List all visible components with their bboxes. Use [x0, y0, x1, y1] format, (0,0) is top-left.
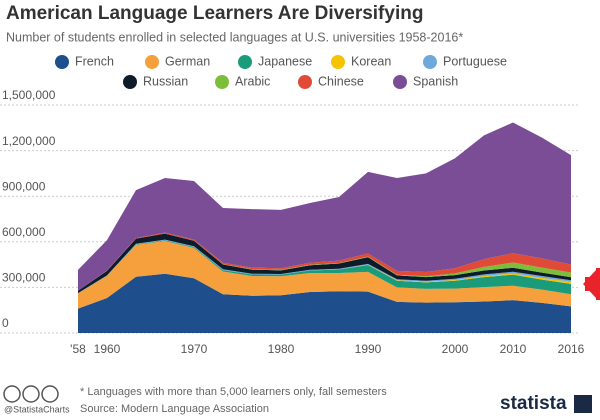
legend-swatch — [215, 75, 229, 89]
y-tick-label: 0 — [2, 316, 9, 330]
brand: statista — [500, 393, 567, 414]
area — [78, 122, 571, 291]
legend-label: Spanish — [413, 74, 458, 88]
x-tick-label: 1980 — [268, 342, 295, 356]
y-tick-label: 300,000 — [2, 271, 46, 285]
area — [78, 233, 571, 294]
x-tick-label: 1970 — [181, 342, 208, 356]
x-tick-label: 2016 — [558, 342, 585, 356]
y-tick-label: 900,000 — [2, 179, 46, 193]
area — [78, 239, 571, 294]
y-tick-label: 600,000 — [2, 225, 46, 239]
brand-icon — [574, 395, 592, 413]
legend-swatch — [123, 75, 137, 89]
area — [78, 241, 571, 309]
x-tick-label: 1960 — [94, 342, 121, 356]
legend-label: Japanese — [258, 54, 312, 68]
legend-label: Russian — [143, 74, 188, 88]
legend: French German Japanese Korean Portuguese Russ… — [55, 54, 507, 89]
chart-title: American Language Learners Are Diversify… — [6, 3, 423, 24]
license-icons — [3, 385, 59, 403]
legend-label: French — [75, 54, 114, 68]
legend-swatch — [331, 55, 345, 69]
legend-swatch — [238, 55, 252, 69]
x-tick-label: 2010 — [500, 342, 527, 356]
credit: @StatistaCharts — [4, 404, 70, 414]
x-tick-label: '58 — [70, 342, 86, 356]
legend-swatch — [145, 55, 159, 69]
pointer-arrow-head — [583, 270, 596, 298]
y-tick-label: 1,200,000 — [2, 134, 56, 148]
y-tick-label: 1,500,000 — [2, 88, 56, 102]
x-tick-label: 1990 — [355, 342, 382, 356]
source: Source: Modern Language Association — [80, 403, 269, 415]
note: * Languages with more than 5,000 learner… — [80, 386, 387, 398]
chart-subtitle: Number of students enrolled in selected … — [6, 30, 463, 44]
x-tick-label: 2000 — [442, 342, 469, 356]
legend-swatch — [423, 55, 437, 69]
legend-label: Portuguese — [443, 54, 507, 68]
legend-label: Chinese — [318, 74, 364, 88]
legend-swatch — [298, 75, 312, 89]
legend-swatch — [55, 55, 69, 69]
legend-swatch — [393, 75, 407, 89]
legend-label: German — [165, 54, 210, 68]
legend-label: Korean — [351, 54, 391, 68]
plot-area: 0 300,000 600,000 900,000 1,200,000 1,500,000… — [0, 88, 585, 356]
area — [78, 273, 571, 333]
legend-label: Arabic — [235, 74, 270, 88]
